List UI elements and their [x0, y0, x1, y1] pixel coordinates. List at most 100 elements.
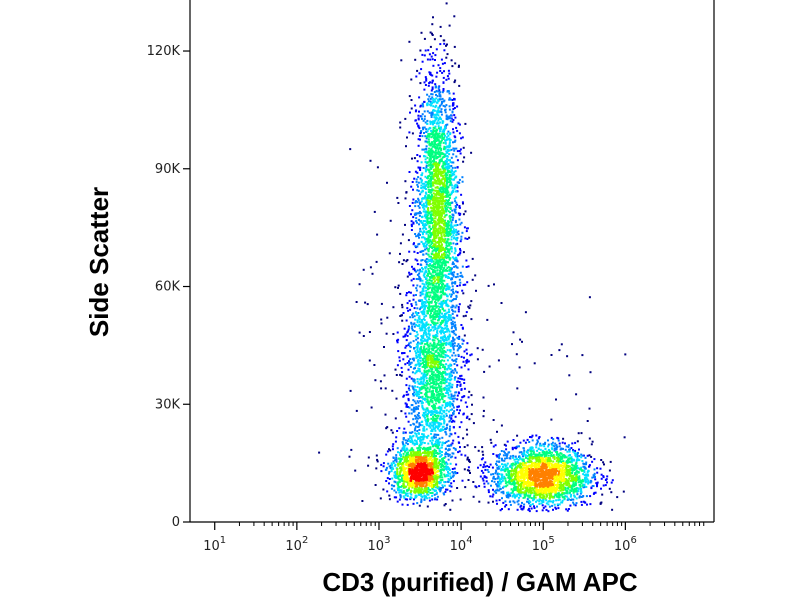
data-point: [452, 400, 455, 403]
data-point: [442, 417, 445, 420]
data-point: [429, 73, 432, 76]
data-point: [460, 274, 463, 277]
data-point: [489, 495, 492, 498]
data-point: [430, 136, 433, 139]
data-point: [432, 101, 435, 104]
data-point: [560, 343, 563, 346]
data-point: [426, 110, 429, 113]
data-point: [436, 445, 439, 448]
data-point: [419, 359, 422, 362]
data-point: [400, 458, 402, 461]
data-point: [451, 219, 454, 221]
data-point: [449, 317, 452, 320]
data-point: [429, 122, 432, 125]
data-point: [454, 208, 457, 211]
data-point: [443, 422, 446, 425]
data-point: [547, 500, 550, 503]
data-point: [415, 220, 418, 223]
data-point: [425, 322, 428, 324]
data-point: [410, 107, 413, 110]
data-point: [398, 427, 401, 430]
data-point: [458, 381, 461, 383]
data-point: [420, 421, 423, 423]
data-point: [438, 318, 440, 320]
data-point: [366, 303, 369, 306]
data-point: [461, 338, 464, 341]
data-point: [560, 501, 563, 504]
data-point: [436, 71, 439, 74]
data-point: [407, 239, 410, 242]
data-point: [429, 31, 432, 34]
data-point: [409, 435, 412, 438]
data-point: [445, 328, 448, 331]
data-point: [444, 153, 447, 156]
data-point: [355, 301, 358, 303]
data-point: [415, 416, 418, 419]
data-point: [541, 504, 544, 507]
data-point: [446, 241, 449, 243]
data-point: [441, 97, 444, 100]
data-point: [446, 188, 449, 191]
data-point: [442, 153, 445, 155]
data-point: [485, 480, 488, 483]
data-point: [445, 427, 448, 430]
data-point: [419, 351, 422, 354]
data-point: [416, 356, 419, 358]
data-point: [383, 346, 385, 348]
data-point: [573, 503, 576, 506]
data-point: [448, 193, 451, 196]
data-point: [423, 148, 426, 151]
data-point: [453, 185, 456, 188]
data-point: [484, 468, 487, 471]
data-point: [516, 445, 519, 448]
data-point: [454, 333, 457, 336]
data-point: [424, 370, 427, 373]
data-point: [409, 496, 412, 499]
data-point: [438, 89, 441, 92]
data-point: [450, 170, 453, 173]
data-point: [596, 481, 599, 484]
data-point: [430, 143, 433, 145]
data-point: [404, 450, 406, 453]
data-point: [427, 182, 430, 185]
data-point: [437, 114, 440, 117]
data-point: [453, 107, 456, 109]
data-point: [593, 458, 596, 461]
data-point: [445, 213, 448, 216]
data-point: [416, 430, 419, 432]
data-point: [446, 466, 448, 469]
data-point: [410, 99, 413, 101]
data-point: [426, 383, 429, 386]
data-point: [422, 434, 425, 437]
data-point: [451, 320, 454, 323]
data-point: [404, 346, 407, 349]
data-point: [422, 436, 425, 439]
data-point: [589, 479, 592, 482]
data-point: [441, 404, 444, 407]
data-point: [457, 308, 460, 311]
data-point: [450, 394, 453, 397]
data-point: [464, 486, 467, 489]
data-point: [430, 395, 433, 398]
data-point: [528, 448, 531, 451]
data-point: [530, 497, 533, 500]
data-point: [459, 409, 461, 412]
data-point: [436, 122, 438, 125]
data-point: [502, 465, 504, 468]
data-point: [417, 212, 420, 215]
data-point: [431, 113, 434, 116]
data-point: [552, 501, 554, 504]
data-point: [445, 342, 448, 345]
data-point: [447, 195, 449, 198]
data-point: [449, 177, 452, 180]
data-point: [577, 471, 580, 474]
data-point: [414, 212, 417, 215]
data-point: [446, 453, 449, 455]
data-point: [429, 400, 432, 403]
data-point: [438, 389, 441, 391]
data-point: [429, 492, 432, 494]
data-point: [421, 404, 424, 407]
data-point: [452, 242, 455, 245]
data-point: [422, 340, 425, 343]
data-point: [566, 490, 569, 493]
